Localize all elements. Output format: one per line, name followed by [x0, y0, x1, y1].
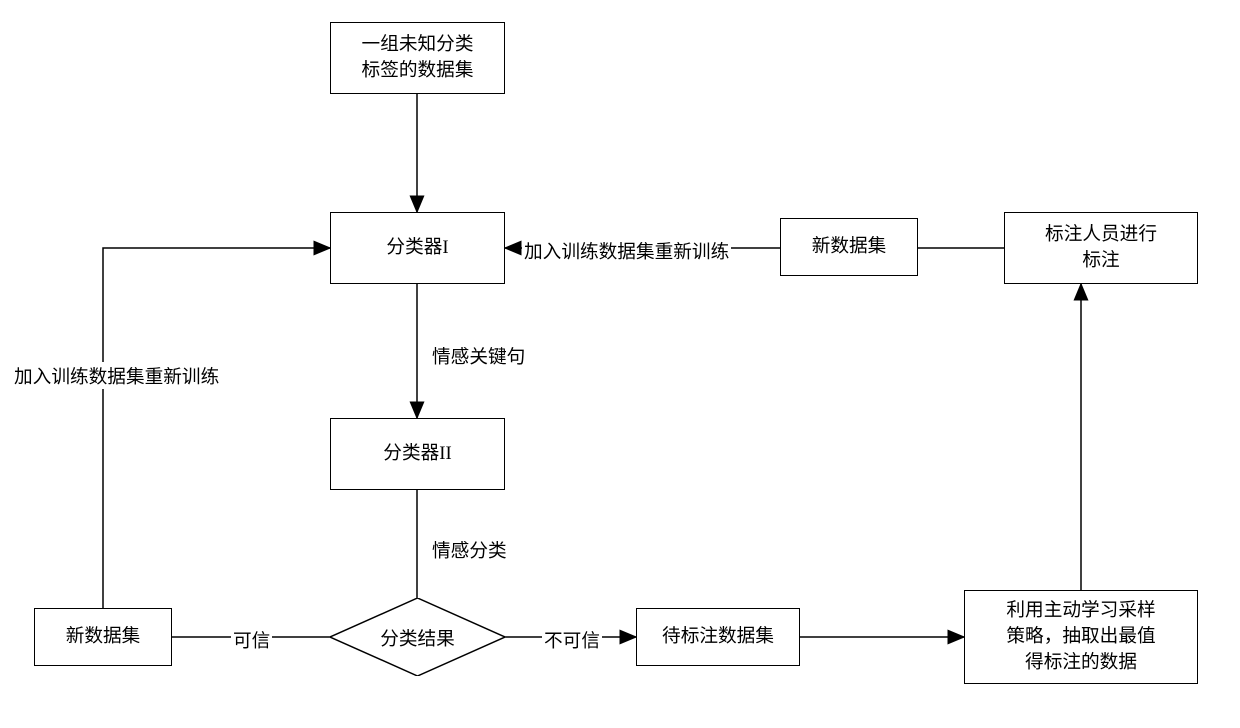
- edge-label-n_newds_l-n_cls1: 加入训练数据集重新训练: [12, 362, 221, 389]
- edge-label-n_cls1-n_cls2: 情感关键句: [430, 342, 527, 369]
- edge-n_newds_l-n_cls1: [103, 248, 330, 608]
- edge-label-n_newds_r-n_cls1: 加入训练数据集重新训练: [522, 237, 731, 264]
- node-n_pending: 待标注数据集: [636, 608, 800, 666]
- node-n_newds_r: 新数据集: [780, 218, 918, 276]
- node-n_result: 分类结果: [330, 598, 505, 676]
- node-n_cls1: 分类器I: [330, 212, 505, 284]
- edge-label-n_result-n_pending: 不可信: [542, 626, 602, 653]
- node-n_cls2: 分类器II: [330, 418, 505, 490]
- edge-label-n_result-n_newds_l: 可信: [231, 626, 272, 653]
- node-n_sample: 利用主动学习采样策略，抽取出最值得标注的数据: [964, 590, 1198, 684]
- node-n_newds_l: 新数据集: [34, 608, 172, 666]
- node-n_annot: 标注人员进行标注: [1004, 212, 1198, 284]
- edge-label-n_cls2-n_result: 情感分类: [430, 536, 509, 563]
- node-n_start: 一组未知分类标签的数据集: [330, 22, 505, 94]
